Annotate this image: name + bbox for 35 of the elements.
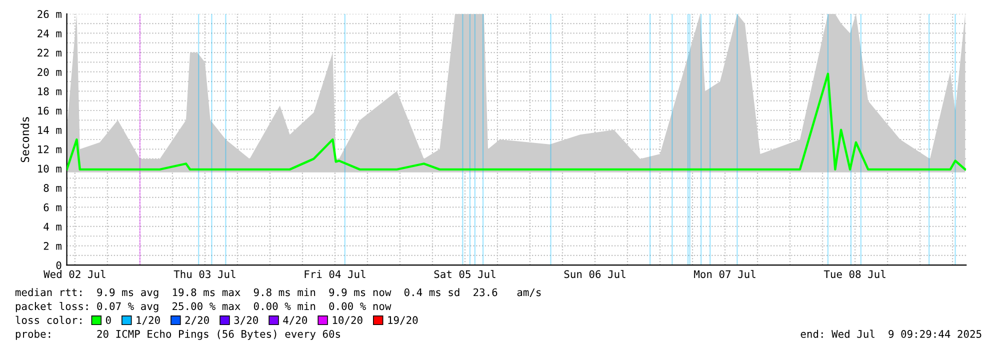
y-tick-label: 0 [56, 261, 62, 270]
y-tick-label: 22 m [38, 48, 62, 57]
y-tick-label: 6 m [44, 203, 62, 212]
y-tick-label: 14 m [38, 126, 62, 134]
legend-label: 19/20 [388, 316, 418, 325]
text: probe: 20 ICMP Echo Pings (56 Bytes) every 60s [16, 330, 340, 340]
y-tick-label: 10 m [38, 164, 62, 173]
y-tick-label: 4 m [44, 222, 62, 230]
text: median rtt: 9.9 ms avg 19.8 ms max 9.8 ms min 9.9 ms now 0.4 ms sd 23.6 am/s [16, 288, 541, 298]
x-tick-label: Thu 03 Jul [174, 270, 236, 278]
y-tick-label: 8 m [44, 184, 62, 192]
legend-title: loss color: [16, 316, 82, 324]
y-tick-label: 26 m [38, 10, 62, 18]
x-tick-label: Fri 04 Jul [304, 270, 366, 278]
y-tick-label: 18 m [38, 87, 62, 96]
x-tick-label: Wed 02 Jul [44, 270, 106, 278]
y-tick-label: 2 m [44, 242, 62, 250]
legend-label: 4/20 [283, 316, 308, 325]
y-tick-label: 12 m [38, 145, 62, 154]
legend-label: 3/20 [234, 316, 258, 325]
y-axis-title: Seconds [20, 117, 30, 162]
x-tick-label: Sat 05 Jul [434, 270, 496, 278]
y-tick-label: 16 m [38, 106, 62, 115]
x-tick-label: Sun 06 Jul [564, 270, 626, 278]
x-tick-label: Tue 08 Jul [824, 270, 886, 278]
text: end: Wed Jul 9 09:29:44 2025 [800, 330, 982, 338]
y-tick-label: 20 m [38, 68, 62, 76]
legend-label: 2/20 [185, 316, 209, 325]
legend-label: 10/20 [332, 316, 362, 325]
line-series [66, 72, 966, 171]
x-tick-label: Mon 07 Jul [694, 270, 756, 278]
legend-label: 0 [106, 316, 111, 324]
text: packet loss: 0.07 % avg 25.00 % max 0.00 % min 0.00 % now [16, 302, 392, 312]
legend-label: 1/20 [136, 316, 160, 325]
y-tick-label: 24 m [38, 29, 62, 38]
